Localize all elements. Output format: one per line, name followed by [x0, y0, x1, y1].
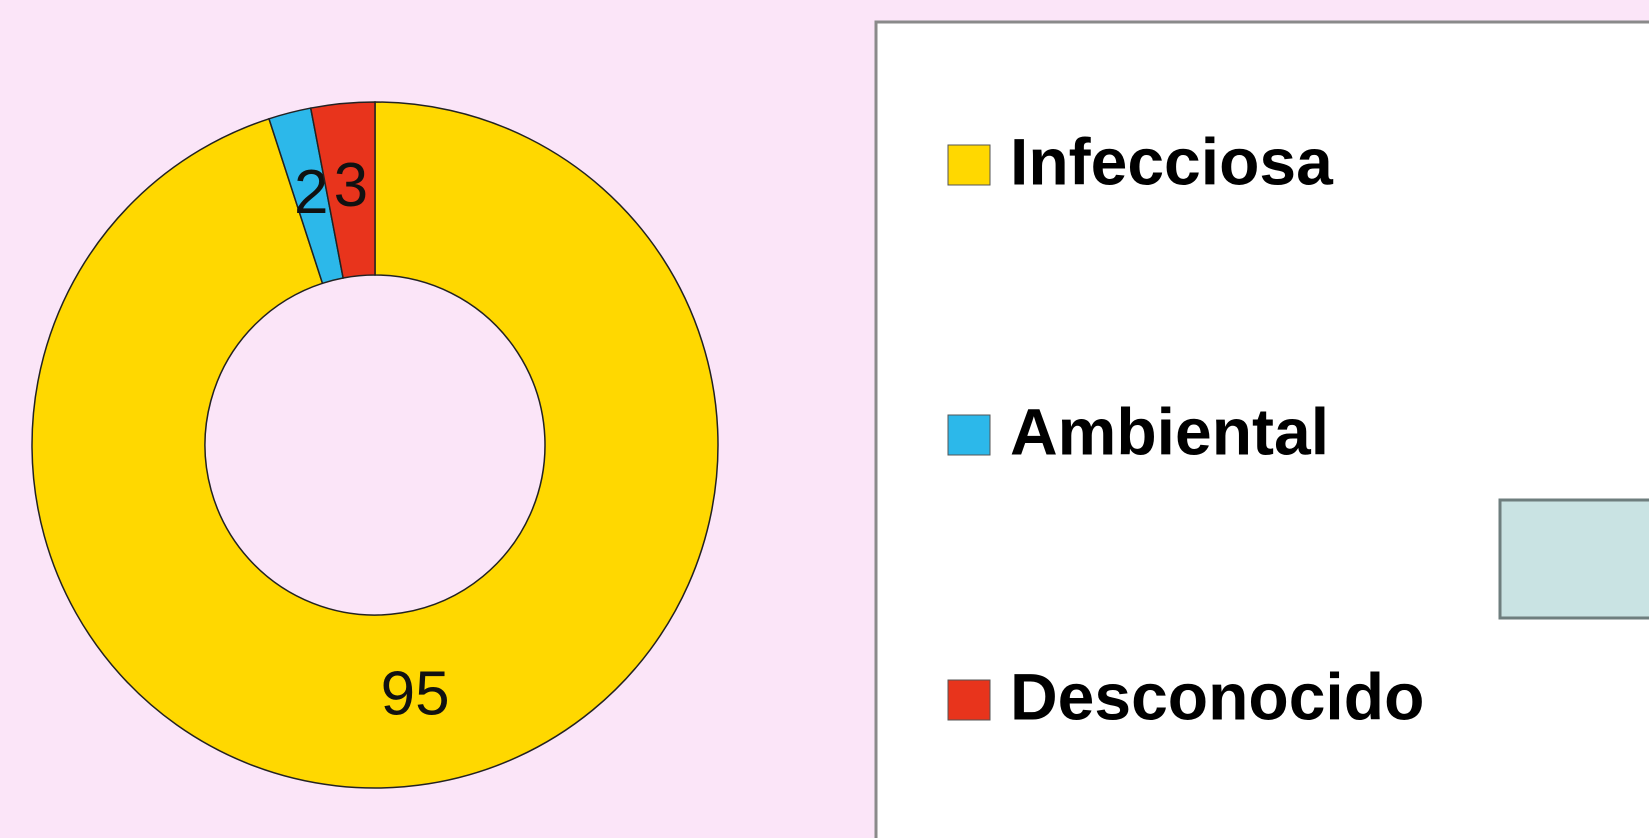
legend-label: Desconocido: [1010, 659, 1424, 733]
legend-swatch: [947, 144, 991, 186]
legend-swatch: [947, 679, 991, 721]
data-label: 95: [381, 660, 450, 729]
donut-segment: [309, 101, 376, 279]
legend-label: Ambiental: [1010, 394, 1329, 468]
legend-box: [874, 20, 1649, 838]
legend: Infecciosa Ambiental Desconocido: [947, 124, 1424, 733]
legend-label: Infecciosa: [1010, 124, 1334, 198]
legend-swatch: [947, 414, 991, 456]
data-label: 3: [334, 151, 368, 220]
donut: 952 3: [31, 101, 719, 789]
donut-segment: [31, 101, 719, 789]
decoration: [1498, 498, 1649, 620]
